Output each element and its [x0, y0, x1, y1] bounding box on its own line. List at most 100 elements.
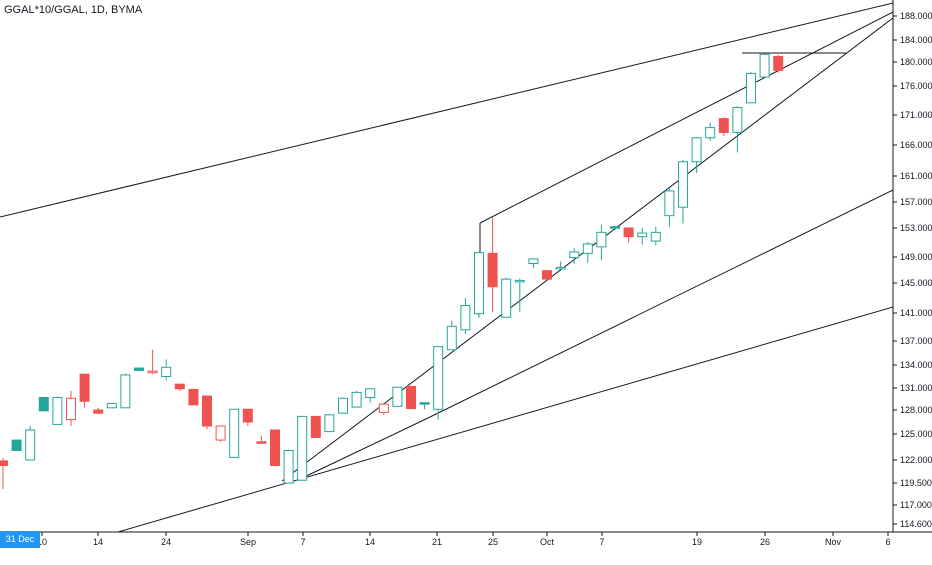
candle[interactable] [746, 72, 756, 104]
candle[interactable] [514, 278, 525, 313]
time-axis[interactable]: 10 14 24 Sep 7 14 21 25 Oct 7 19 26 Nov 6 [37, 532, 891, 547]
candle[interactable] [188, 388, 199, 406]
time-tick-label: 21 [432, 537, 442, 547]
candle[interactable] [378, 403, 389, 415]
time-tick-label: Oct [540, 537, 555, 547]
trend-line-4[interactable] [299, 417, 429, 480]
candle[interactable] [678, 159, 688, 224]
candle[interactable] [93, 407, 104, 414]
candle[interactable] [474, 251, 484, 318]
price-tick-label: 134.000 [900, 360, 932, 370]
candle-body [460, 305, 471, 331]
candle[interactable] [174, 383, 185, 391]
candle[interactable] [283, 449, 294, 484]
candle-body [746, 72, 756, 104]
candle[interactable] [106, 402, 117, 409]
candle-body [392, 386, 403, 407]
price-tick-label: 180.000 [900, 57, 932, 67]
candle[interactable] [596, 224, 607, 261]
candle[interactable] [718, 117, 729, 136]
candle-body [202, 395, 212, 427]
candle[interactable] [310, 415, 321, 438]
candle[interactable] [297, 415, 308, 481]
time-tick-label: 14 [365, 537, 375, 547]
price-tick-label: 171.000 [900, 110, 932, 120]
price-tick-label: 141.000 [900, 308, 932, 318]
candle[interactable] [419, 402, 430, 410]
candle-body [678, 161, 688, 208]
price-tick-label: 125.000 [900, 429, 932, 439]
candle[interactable] [623, 227, 634, 243]
candle[interactable] [0, 458, 8, 490]
price-tick-label: 153.000 [900, 223, 932, 233]
candle-body [242, 408, 253, 423]
candle[interactable] [11, 439, 22, 451]
candle[interactable] [610, 226, 620, 231]
candle[interactable] [528, 258, 539, 269]
candle[interactable] [433, 346, 444, 420]
candle-body [174, 383, 185, 390]
candle-body [0, 460, 8, 467]
candle[interactable] [338, 397, 348, 414]
candle-body [433, 346, 444, 410]
candle[interactable] [650, 226, 661, 246]
candle[interactable] [691, 137, 702, 173]
candle[interactable] [66, 390, 76, 426]
candle[interactable] [229, 408, 240, 458]
candlestick-chart[interactable]: 188.000 184.000 180.000 176.000 171.000 166.0… [0, 0, 932, 550]
candle[interactable] [25, 426, 36, 461]
candle-body [446, 325, 457, 351]
candle[interactable] [392, 386, 403, 407]
price-axis[interactable]: 188.000 184.000 180.000 176.000 171.000 166.0… [893, 11, 932, 529]
candle[interactable] [79, 373, 90, 408]
candle[interactable] [542, 270, 552, 280]
candle-body [718, 118, 729, 133]
candle-body [610, 226, 620, 229]
price-tick-label: 122.000 [900, 455, 932, 465]
candle[interactable] [270, 429, 280, 467]
candle[interactable] [365, 388, 376, 403]
candle[interactable] [161, 359, 172, 381]
trend-line-5[interactable] [427, 189, 894, 419]
candle[interactable] [351, 390, 362, 408]
candle[interactable] [759, 53, 770, 78]
candle[interactable] [487, 217, 498, 313]
candle[interactable] [406, 385, 416, 410]
candle[interactable] [501, 277, 512, 318]
trend-line-2[interactable] [479, 11, 894, 224]
candle[interactable] [256, 435, 267, 444]
candle[interactable] [242, 408, 253, 426]
candle-body [229, 408, 240, 458]
candle[interactable] [460, 298, 471, 334]
candle-body [528, 258, 539, 265]
price-tick-label: 131.000 [900, 383, 932, 393]
price-tick-label: 161.000 [900, 171, 932, 181]
candle[interactable] [569, 248, 580, 265]
price-tick-label: 119.500 [900, 478, 932, 488]
candle[interactable] [664, 187, 675, 227]
candle[interactable] [582, 241, 593, 263]
candle[interactable] [732, 106, 743, 153]
candle[interactable] [134, 367, 144, 372]
time-tick-label: Sep [240, 537, 256, 547]
candle[interactable] [147, 349, 158, 375]
candle[interactable] [202, 395, 212, 430]
candle[interactable] [324, 414, 335, 433]
candle[interactable] [120, 373, 131, 409]
candle-body [297, 415, 308, 481]
candle-body [596, 231, 607, 248]
price-tick-label: 188.000 [900, 11, 932, 21]
candle[interactable] [637, 228, 648, 245]
time-tick-label: Nov [825, 537, 842, 547]
candle[interactable] [38, 396, 49, 412]
price-tick-label: 149.000 [900, 252, 932, 262]
candle[interactable] [446, 320, 457, 351]
candle[interactable] [773, 54, 784, 73]
candle[interactable] [555, 261, 566, 270]
trend-line-1[interactable] [0, 2, 894, 218]
candle[interactable] [705, 122, 716, 141]
candle[interactable] [215, 425, 226, 442]
trend-line-6[interactable] [117, 306, 894, 533]
candle[interactable] [52, 396, 63, 425]
